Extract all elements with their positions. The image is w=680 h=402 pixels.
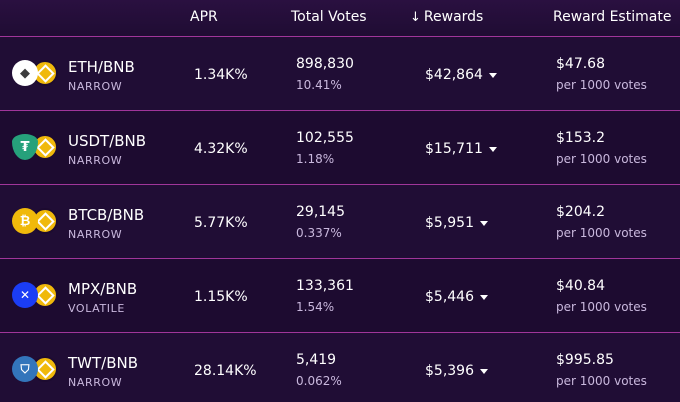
header-rewards-label: Rewards	[423, 9, 484, 25]
bitcoin-icon: ₿	[12, 208, 38, 234]
chevron-down-icon	[480, 368, 488, 374]
pair-icons: ◆	[12, 60, 58, 88]
pair-name: MPX/BNB	[68, 280, 138, 298]
reward-estimate-unit: per 1000 votes	[556, 78, 647, 92]
mpx-icon: ✕	[12, 282, 38, 308]
pool-type: NARROW	[68, 154, 123, 167]
rewards-value: $15,711	[425, 141, 483, 157]
reward-estimate-unit: per 1000 votes	[556, 374, 647, 388]
rewards-value: $5,396	[425, 363, 474, 379]
header-rewards[interactable]: ↓ Rewards	[410, 9, 483, 25]
votes-percent: 1.54%	[296, 300, 335, 314]
apr-value: 5.77K%	[194, 215, 248, 231]
reward-estimate-value: $204.2	[556, 204, 605, 220]
rewards-dropdown[interactable]: $5,951	[425, 215, 488, 231]
pool-type: NARROW	[68, 376, 123, 389]
votes-percent: 1.18%	[296, 152, 335, 166]
total-votes-value: 898,830	[296, 56, 354, 72]
pair-name: USDT/BNB	[68, 132, 147, 150]
trust-wallet-icon: ⛉	[12, 356, 38, 382]
table-row[interactable]: ₿ BTCB/BNB NARROW 5.77K% 29,145 0.337% $…	[0, 184, 680, 258]
rewards-value: $5,951	[425, 215, 474, 231]
chevron-down-icon	[480, 294, 488, 300]
apr-value: 4.32K%	[194, 141, 248, 157]
rewards-dropdown[interactable]: $15,711	[425, 141, 497, 157]
votes-percent: 0.062%	[296, 374, 342, 388]
pair-icons: ₮	[12, 134, 58, 162]
chevron-down-icon	[488, 72, 497, 78]
sort-arrow-icon: ↓	[410, 10, 421, 25]
rewards-dropdown[interactable]: $5,396	[425, 363, 488, 379]
total-votes-value: 5,419	[296, 352, 337, 368]
pool-type: NARROW	[68, 80, 123, 93]
chevron-down-icon	[480, 220, 488, 226]
table-row[interactable]: ✕ MPX/BNB VOLATILE 1.15K% 133,361 1.54% …	[0, 258, 680, 332]
table-row[interactable]: ₮ USDT/BNB NARROW 4.32K% 102,555 1.18% $…	[0, 110, 680, 184]
apr-value: 1.34K%	[194, 67, 248, 83]
total-votes-value: 29,145	[296, 204, 345, 220]
pair-icons: ⛉	[12, 356, 58, 384]
total-votes-value: 102,555	[296, 130, 354, 146]
pool-type: VOLATILE	[68, 302, 125, 315]
apr-value: 1.15K%	[194, 289, 248, 305]
reward-estimate-value: $153.2	[556, 130, 605, 146]
pool-type: NARROW	[68, 228, 123, 241]
header-apr[interactable]: APR	[190, 9, 218, 25]
rewards-value: $5,446	[425, 289, 474, 305]
votes-percent: 10.41%	[296, 78, 342, 92]
reward-estimate-value: $995.85	[556, 352, 614, 368]
table-header: APR Total Votes ↓ Rewards Reward Estimate	[0, 0, 680, 36]
votes-percent: 0.337%	[296, 226, 342, 240]
chevron-down-icon	[488, 146, 497, 152]
pair-icons: ✕	[12, 282, 58, 310]
reward-estimate-value: $40.84	[556, 278, 605, 294]
reward-estimate-value: $47.68	[556, 56, 605, 72]
pair-name: TWT/BNB	[68, 354, 139, 372]
table-row[interactable]: ⛉ TWT/BNB NARROW 28.14K% 5,419 0.062% $5…	[0, 332, 680, 402]
pair-name: BTCB/BNB	[68, 206, 145, 224]
table-row[interactable]: ◆ ETH/BNB NARROW 1.34K% 898,830 10.41% $…	[0, 36, 680, 110]
reward-estimate-unit: per 1000 votes	[556, 300, 647, 314]
tether-icon: ₮	[12, 134, 38, 160]
pair-icons: ₿	[12, 208, 58, 236]
ethereum-icon: ◆	[12, 60, 38, 86]
reward-estimate-unit: per 1000 votes	[556, 226, 647, 240]
header-total-votes[interactable]: Total Votes	[291, 9, 367, 25]
apr-value: 28.14K%	[194, 363, 257, 379]
rewards-dropdown[interactable]: $42,864	[425, 67, 497, 83]
rewards-value: $42,864	[425, 67, 483, 83]
header-reward-estimate[interactable]: Reward Estimate	[553, 9, 672, 25]
reward-estimate-unit: per 1000 votes	[556, 152, 647, 166]
total-votes-value: 133,361	[296, 278, 354, 294]
rewards-dropdown[interactable]: $5,446	[425, 289, 488, 305]
pair-name: ETH/BNB	[68, 58, 135, 76]
